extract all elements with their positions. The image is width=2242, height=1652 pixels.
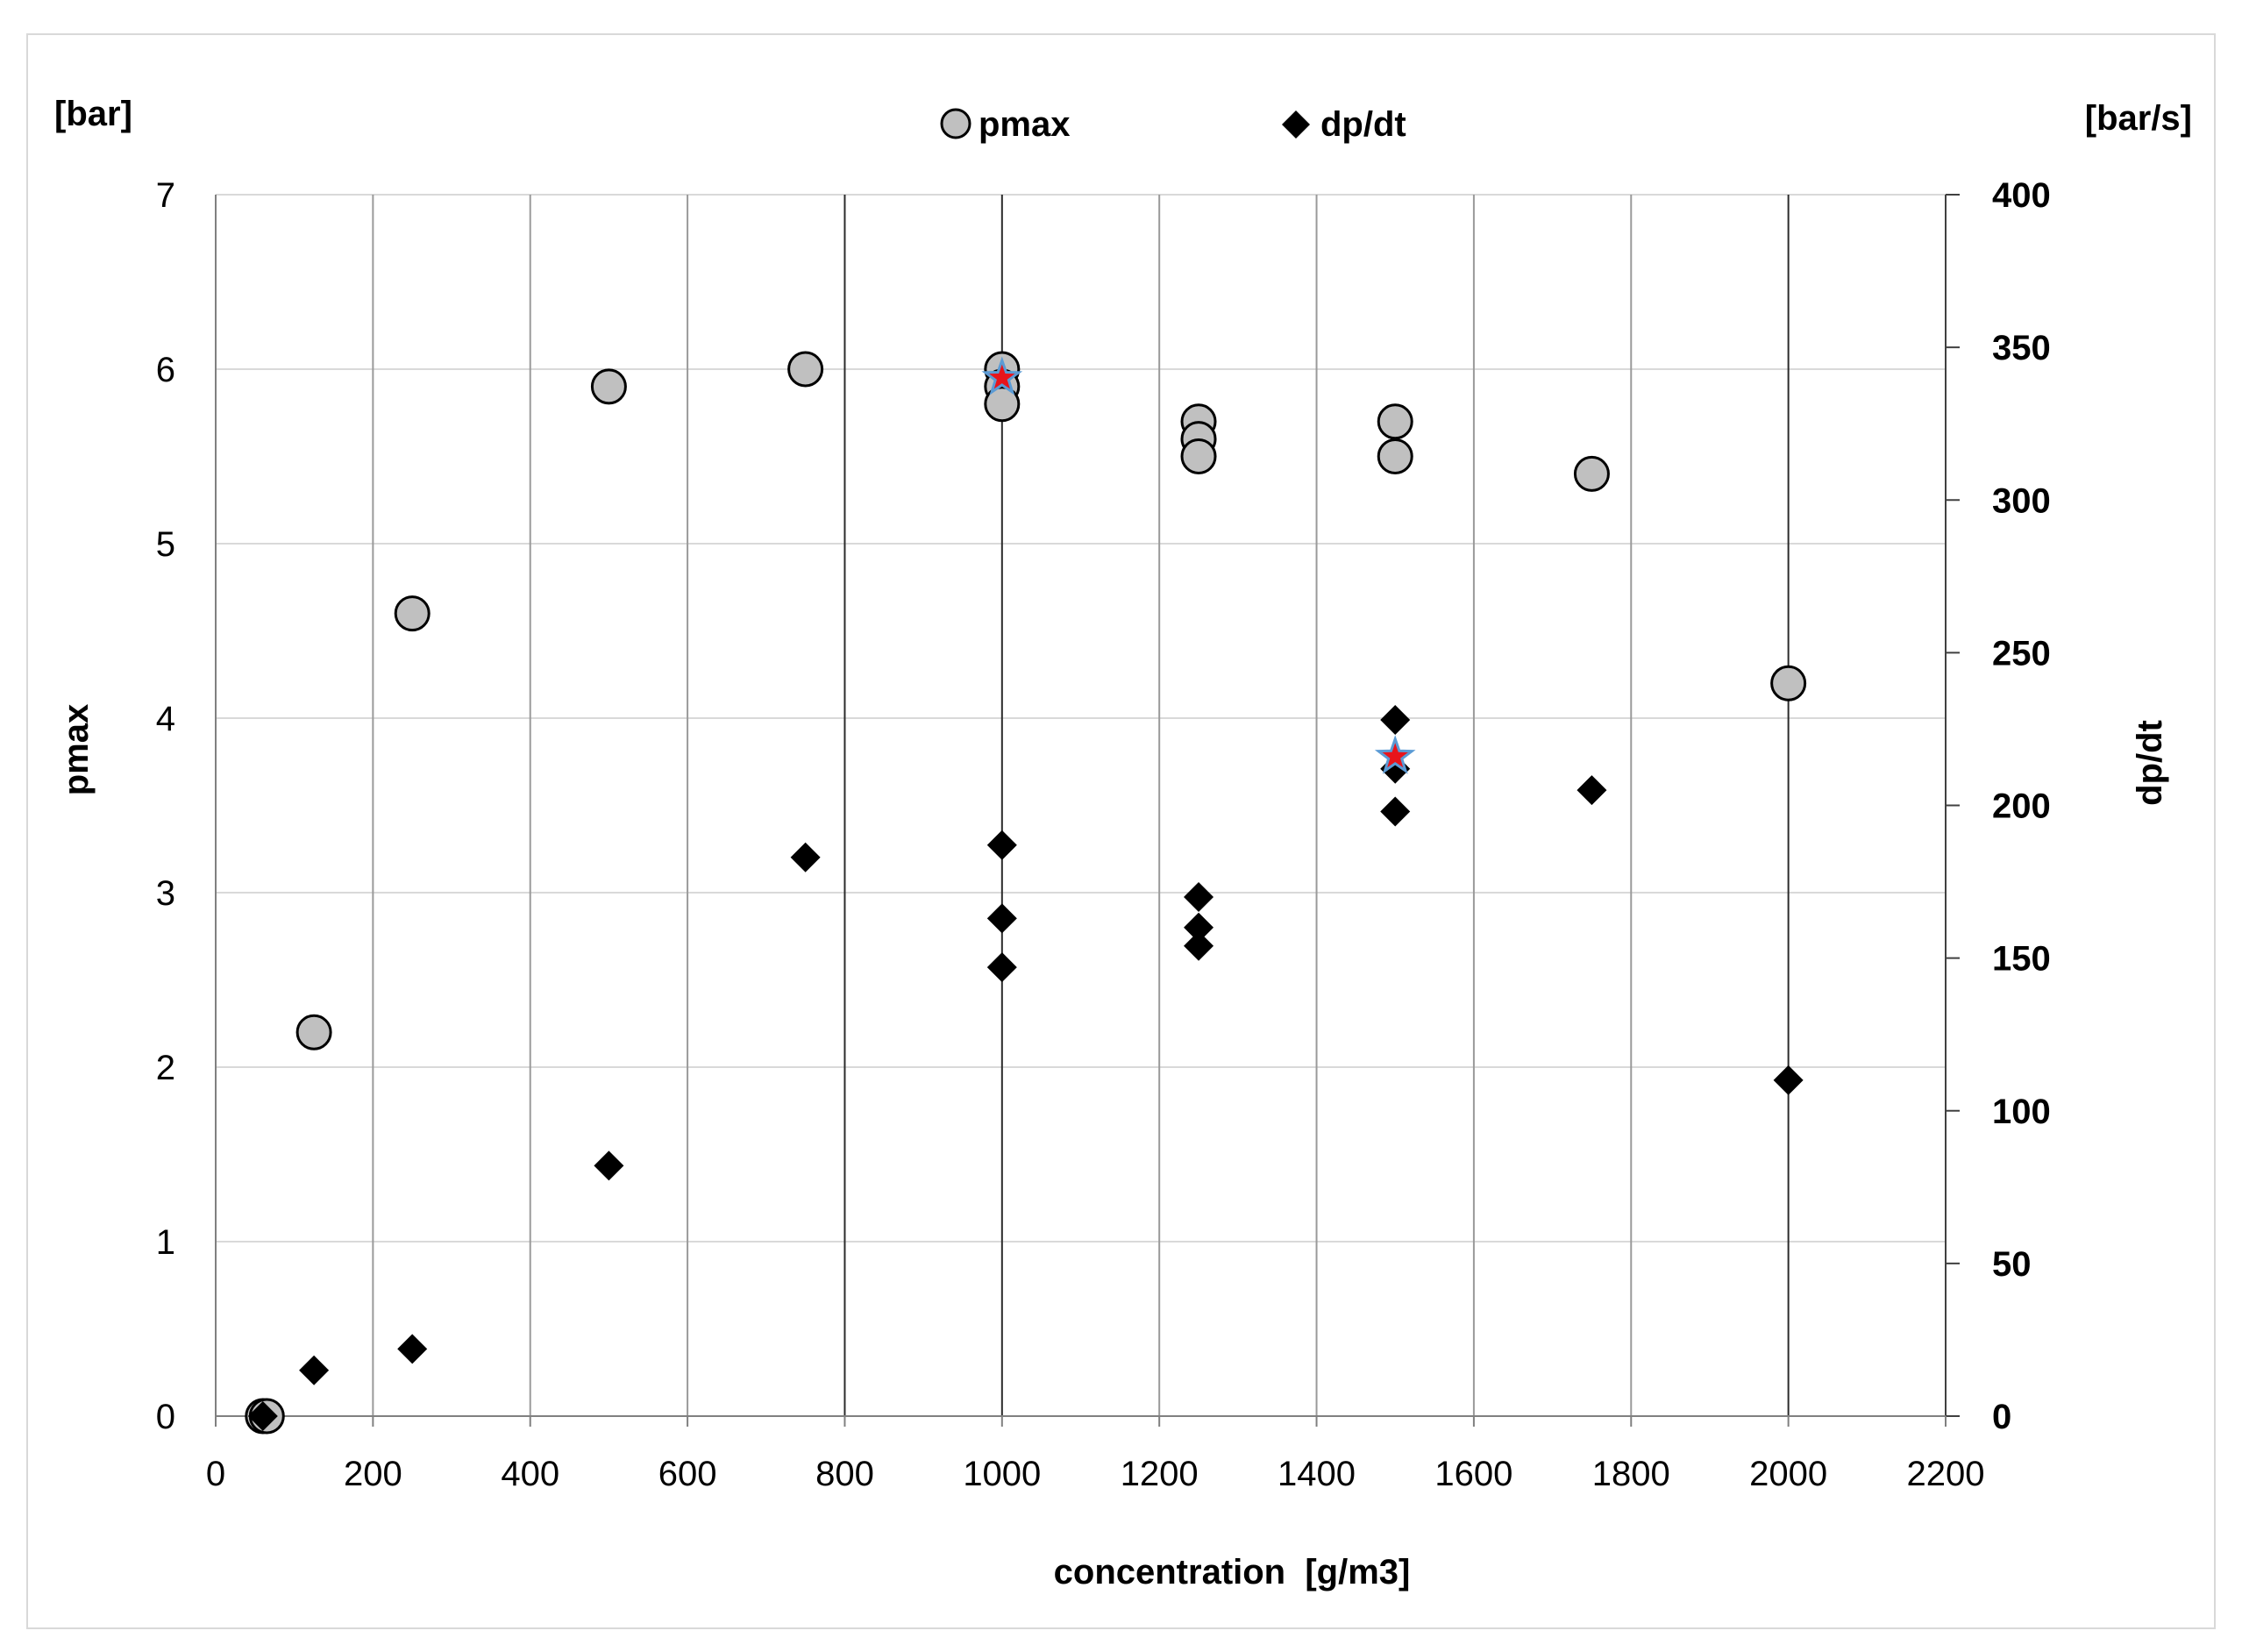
dpdt-point: [1184, 930, 1214, 961]
dpdt-point: [790, 842, 821, 872]
chart-frame: [26, 33, 2216, 1629]
data-marks: [245, 351, 1807, 1435]
axes: [215, 194, 1960, 1427]
pmax-point: [1770, 665, 1807, 701]
y-right-tick-label: 200: [1992, 787, 2051, 826]
y-right-tick-label: 250: [1992, 634, 2051, 673]
x-tick-label: 800: [815, 1455, 874, 1493]
y-left-tick-label: 1: [156, 1223, 175, 1262]
grid-lines: [216, 194, 1946, 1416]
x-tick-label: 2000: [1749, 1455, 1827, 1493]
pmax-point: [787, 351, 824, 388]
x-tick-label: 2200: [1907, 1455, 1985, 1493]
dpdt-point: [1184, 912, 1214, 943]
pmax-point: [295, 1014, 332, 1050]
legend-dpdt-marker: [1282, 110, 1310, 139]
pmax-point: [984, 386, 1021, 423]
left-axis-unit: [bar]: [54, 95, 132, 133]
dpdt-point: [1184, 881, 1214, 912]
y-left-tick-label: 6: [156, 351, 175, 389]
left-axis-title: pmax: [57, 704, 96, 796]
pmax-point: [1180, 438, 1217, 474]
x-tick-label: 200: [344, 1455, 402, 1493]
pmax-point: [1573, 455, 1610, 492]
dpdt-point: [299, 1355, 330, 1385]
pmax-point: [394, 595, 431, 632]
dpdt-point: [594, 1150, 624, 1181]
star-marker: [1374, 735, 1416, 774]
x-tick-label: 1400: [1278, 1455, 1356, 1493]
x-tick-label: 1200: [1121, 1455, 1199, 1493]
x-tick-label: 1000: [963, 1455, 1041, 1493]
legend-pmax-label: pmax: [979, 105, 1071, 144]
x-tick-label: 0: [206, 1455, 225, 1493]
right-axis-unit: [bar/s]: [2085, 99, 2192, 138]
y-right-tick-label: 50: [1992, 1245, 2032, 1284]
right-axis-title: dp/dt: [2131, 720, 2169, 806]
y-left-tick-label: 0: [156, 1398, 175, 1436]
tick-labels: 0 1 2 3 4 5 6 7 0 50 100 150 200 250 300 350 400 0 200 400 6…: [156, 176, 2051, 1493]
dpdt-point: [1577, 775, 1607, 806]
pmax-point: [1377, 438, 1413, 474]
star-marker: [981, 356, 1023, 395]
dpdt-point: [1773, 1065, 1804, 1095]
dpdt-point: [1380, 704, 1411, 735]
y-right-tick-label: 150: [1992, 940, 2051, 979]
y-right-tick-label: 350: [1992, 329, 2051, 367]
y-right-tick-label: 300: [1992, 481, 2051, 520]
x-tick-label: 1600: [1434, 1455, 1512, 1493]
dpdt-point: [247, 1401, 278, 1431]
dpdt-point: [1380, 796, 1411, 827]
x-axis-title: concentration [g/m3]: [1054, 1553, 1411, 1591]
y-left-tick-label: 2: [156, 1049, 175, 1087]
dpdt-point: [986, 952, 1017, 983]
pmax-point: [1377, 403, 1413, 440]
pmax-point: [590, 368, 627, 405]
y-left-tick-label: 5: [156, 525, 175, 564]
y-right-tick-label: 100: [1992, 1093, 2051, 1131]
x-tick-label: 1800: [1592, 1455, 1670, 1493]
dpdt-point: [397, 1334, 428, 1364]
y-left-tick-label: 4: [156, 700, 175, 738]
x-tick-label: 400: [501, 1455, 559, 1493]
y-right-tick-label: 0: [1992, 1398, 2011, 1436]
dpdt-point: [986, 830, 1017, 860]
y-left-tick-label: 3: [156, 874, 175, 913]
dpdt-point: [986, 903, 1017, 934]
y-left-tick-label: 7: [156, 176, 175, 215]
legend: pmax dp/dt: [940, 105, 1406, 144]
legend-dpdt-label: dp/dt: [1320, 105, 1406, 144]
y-right-tick-label: 400: [1992, 176, 2051, 215]
legend-pmax-marker: [940, 108, 972, 139]
x-tick-label: 600: [658, 1455, 717, 1493]
